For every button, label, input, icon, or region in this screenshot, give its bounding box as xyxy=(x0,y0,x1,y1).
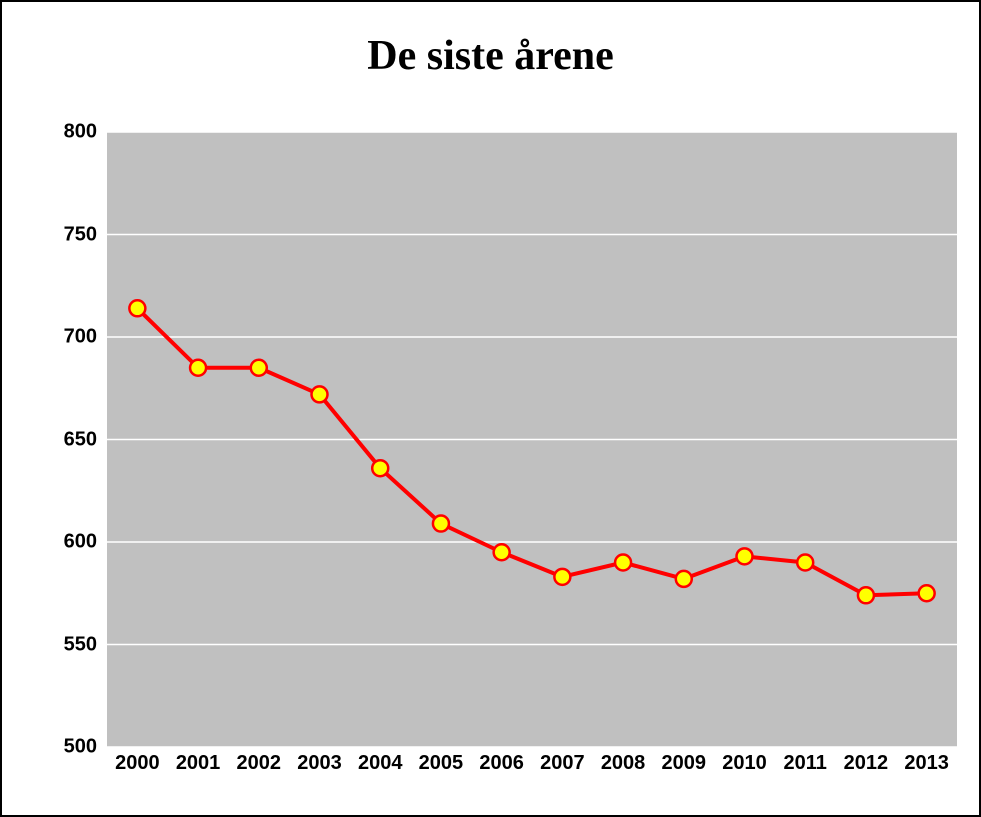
x-axis-tick-label: 2000 xyxy=(115,752,160,775)
data-point xyxy=(858,587,874,603)
y-axis-tick-label: 700 xyxy=(64,326,97,349)
data-point xyxy=(797,555,813,571)
y-axis-tick-label: 500 xyxy=(64,736,97,759)
x-axis-tick-label: 2006 xyxy=(479,752,524,775)
data-point xyxy=(737,548,753,564)
y-axis-labels: 500550600650700750800 xyxy=(32,132,97,747)
x-axis-tick-label: 2007 xyxy=(540,752,585,775)
data-point xyxy=(554,569,570,585)
x-axis-tick-label: 2012 xyxy=(844,752,889,775)
x-axis-tick-label: 2004 xyxy=(358,752,403,775)
y-axis-tick-label: 600 xyxy=(64,531,97,554)
data-point xyxy=(251,360,267,376)
chart-container: De siste årene 500 550 600 650 700 750 800 200… xyxy=(0,0,981,817)
y-axis-tick-label: 650 xyxy=(64,428,97,451)
data-point xyxy=(919,585,935,601)
data-point xyxy=(129,300,145,316)
x-axis-tick-label: 2013 xyxy=(904,752,949,775)
data-point xyxy=(676,571,692,587)
x-axis-tick-label: 2003 xyxy=(297,752,342,775)
x-axis-tick-label: 2009 xyxy=(662,752,707,775)
x-axis-tick-label: 2005 xyxy=(419,752,464,775)
data-point xyxy=(494,544,510,560)
y-axis-tick-label: 800 xyxy=(64,121,97,144)
x-axis-tick-label: 2002 xyxy=(237,752,282,775)
y-axis-tick-label: 750 xyxy=(64,223,97,246)
data-point xyxy=(433,516,449,532)
data-point xyxy=(615,555,631,571)
y-axis-tick-label: 550 xyxy=(64,633,97,656)
x-axis-tick-label: 2008 xyxy=(601,752,646,775)
plot-area xyxy=(107,132,957,747)
x-axis-tick-label: 2010 xyxy=(722,752,767,775)
x-axis-tick-label: 2011 xyxy=(784,752,827,775)
x-axis-tick-label: 2001 xyxy=(176,752,221,775)
chart-title: De siste årene xyxy=(2,2,979,90)
data-point xyxy=(312,386,328,402)
data-point xyxy=(372,460,388,476)
plot-wrapper xyxy=(107,132,957,747)
data-point xyxy=(190,360,206,376)
